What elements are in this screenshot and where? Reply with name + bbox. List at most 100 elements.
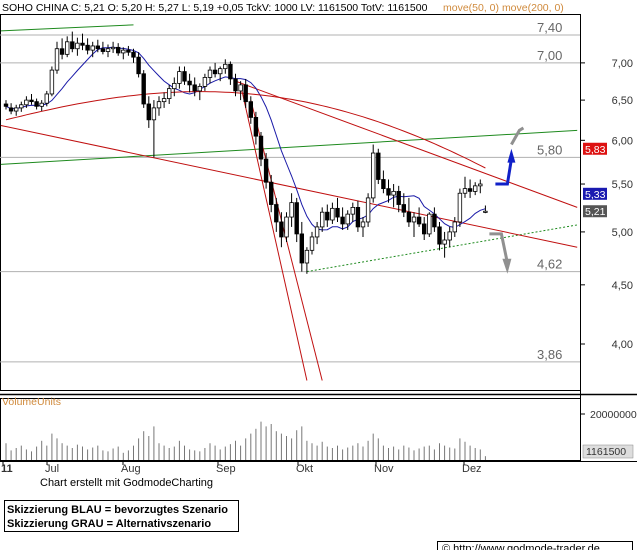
candle-body [365,197,371,223]
volume-label: VolumeUnits [2,396,61,408]
x-tick-label: Sep [216,463,236,475]
candle-body [156,101,162,109]
candle-body [121,49,126,54]
footer-url-link[interactable]: © http://www.godmode-trader.de [437,541,633,550]
candle-body [478,183,483,187]
scenario-grey-up-arrow [510,126,525,146]
y-tick-label: 6,00 [612,135,633,147]
candle-body [370,152,376,199]
candle-body [90,45,95,51]
ma50-line [5,46,486,231]
y-tick-label: 6,50 [612,95,633,107]
candle-body [406,211,412,223]
level-label: 7,00 [537,48,562,63]
moving-averages [5,46,486,231]
chart-header-ma-label: move(50, 0) move(200, 0) [443,2,564,14]
candle-body [330,207,335,221]
candle-body [3,103,9,107]
candle-body [24,99,29,106]
trendline-red-steep-1 [240,84,308,381]
candle-body [131,51,136,58]
candle-body [274,204,279,223]
candle-body [95,45,100,50]
candle-body [452,221,457,233]
candle-body [350,206,355,215]
candle-body [345,213,350,225]
y-tick-label: 4,00 [612,339,633,351]
candle-body [376,152,381,180]
trendline-red-upper [235,80,578,208]
volume-bars: 20000000 1161500 [5,409,637,460]
candle-body [212,69,218,75]
trend-lines [0,24,578,381]
candle-body [258,135,264,160]
volume-panel-frame [0,398,581,461]
candle-body [182,71,187,82]
candle-body [233,78,238,92]
price-tags: 5,83 5,33 5,21 [583,142,607,218]
legend-line-blue: Skizzierung BLAU = bevorzugtes Szenario [7,504,228,516]
scenario-blue-arrowhead [507,148,516,163]
candle-body [248,101,253,118]
price-tag-label: 5,33 [585,189,606,201]
candle-body [85,44,90,51]
chart-credit: Chart erstellt mit GodmodeCharting [40,477,214,489]
y-axis-ticks: 7,00 6,50 6,00 5,50 5,00 4,50 4,00 [580,58,633,351]
candle-body [319,211,325,228]
volume-last-tag: 1161500 [586,446,626,458]
scenario-arrows [489,126,525,274]
candle-body [187,80,192,86]
candle-body [151,107,157,121]
candle-body [457,192,463,223]
x-tick-label: Dez [462,463,482,475]
candlesticks [3,31,488,274]
candle-body [263,158,269,183]
candle-body [411,216,417,223]
scenario-grey-down-arrow [489,232,509,264]
candle-body [416,216,422,225]
candle-body [177,71,182,84]
candle-body [136,56,141,75]
x-tick-label: Okt [296,463,313,475]
candle-body [34,101,39,107]
candle-body [126,49,131,53]
candle-body [472,185,478,192]
trendline-red-long [0,124,578,248]
candle-body [39,102,44,107]
price-tag-bg [583,142,607,155]
level-label: 5,80 [537,142,562,157]
candle-body [325,211,330,221]
candle-body [141,73,146,105]
x-axis-ticks: 11 Jul Aug Sep Okt Nov Dez [1,461,482,475]
level-label: 4,62 [537,257,562,272]
scenario-blue-arrow [495,158,513,186]
candle-body [192,84,197,92]
trendline-green-top [0,24,134,32]
candle-body [166,88,172,99]
candle-body [146,103,151,121]
volume-axis-top: 20000000 [590,409,637,421]
candle-body [75,42,80,50]
candle-body [19,104,24,109]
candle-body [202,77,208,87]
candle-body [59,48,65,55]
candle-body [70,41,75,50]
candle-body [294,202,299,235]
candle-body [116,46,121,54]
candle-body [49,69,55,95]
candle-body [309,236,315,251]
candle-body [314,226,320,238]
price-tag-label: 5,21 [585,206,606,218]
candle-body [335,207,340,218]
candle-body [432,213,437,228]
candle-body [442,239,447,245]
candle-body [228,63,233,80]
candle-body [289,202,294,218]
chart-header-symbol: SOHO CHINA C: 5,21 O: 5,20 H: 5,27 L: 5,… [2,2,428,14]
candle-body [8,107,14,112]
candle-body [243,84,248,103]
candle-body [467,188,473,192]
candle-body [100,48,106,52]
legend-line-grey: Skizzierung GRAU = Alternativszenario [7,518,212,530]
